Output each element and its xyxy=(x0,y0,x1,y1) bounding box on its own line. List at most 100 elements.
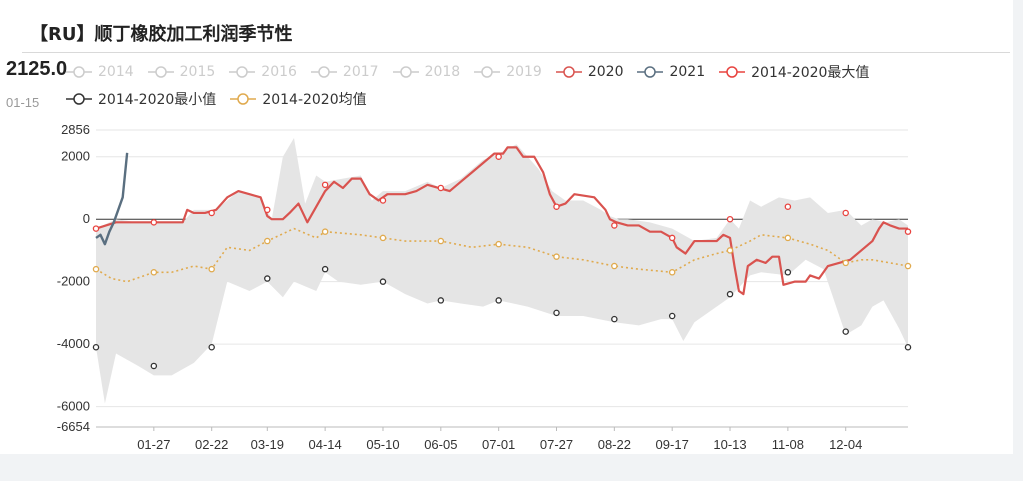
max-point xyxy=(321,181,329,189)
y-tick-label: -2000 xyxy=(57,274,90,289)
legend-row: 2014 2015 2016 2017 2018 2019 2020 2021 2014-202… xyxy=(66,58,966,85)
legend-label: 2014-2020最小值 xyxy=(98,91,217,108)
max-point xyxy=(726,215,734,223)
mean-point xyxy=(321,228,329,235)
mean-point xyxy=(92,265,100,273)
legend-marker-icon xyxy=(66,92,92,105)
max-point xyxy=(208,209,215,217)
max-point xyxy=(904,228,912,235)
min-point xyxy=(150,362,158,370)
legend-item-2021[interactable]: 2021 xyxy=(637,64,705,80)
x-tick-label: 10-13 xyxy=(713,437,746,452)
x-tick-label: 01-27 xyxy=(137,437,170,452)
legend-label: 2020 xyxy=(587,63,624,80)
max-point xyxy=(495,153,502,160)
y-tick-label: -6654 xyxy=(57,419,90,434)
series-line-mean xyxy=(95,227,909,283)
legend-label: 2014-2020均值 xyxy=(262,91,367,108)
y-tick-label: 2000 xyxy=(61,149,90,164)
legend-item-2014-2020最小值[interactable]: 2014-2020最小值 xyxy=(66,89,216,109)
legend-item-2020[interactable]: 2020 xyxy=(555,63,624,80)
min-point xyxy=(321,265,329,273)
value-readout: 2125.0 xyxy=(6,58,68,80)
legend-marker-icon xyxy=(66,65,92,78)
legend-item-2017[interactable]: 2017 xyxy=(310,63,379,80)
mean-point xyxy=(784,234,792,242)
max-point xyxy=(150,219,158,226)
y-tick-label: 0 xyxy=(83,211,90,226)
min-point xyxy=(208,343,215,351)
mean-point xyxy=(904,262,912,270)
legend-marker-icon xyxy=(229,65,256,78)
legend-row: 2014-2020最小值 2014-2020均值 xyxy=(66,85,966,112)
mean-point xyxy=(208,265,215,273)
mean-point xyxy=(264,237,271,245)
min-point xyxy=(264,275,271,282)
series-line-2021 xyxy=(95,152,129,246)
x-tick-label: 05-10 xyxy=(366,437,399,452)
min-point xyxy=(784,269,792,276)
max-point xyxy=(437,184,445,192)
title-divider xyxy=(22,52,1010,53)
min-point xyxy=(553,309,560,317)
mean-point xyxy=(611,262,618,270)
legend-label: 2018 xyxy=(424,63,461,80)
legend-item-2016[interactable]: 2016 xyxy=(229,64,297,80)
legend-marker-icon xyxy=(392,65,419,78)
y-tick-label: -4000 xyxy=(57,336,90,351)
x-tick-label: 03-19 xyxy=(251,437,284,452)
legend-item-2018[interactable]: 2018 xyxy=(392,63,461,80)
legend-item-2014[interactable]: 2014 xyxy=(66,64,134,80)
legend-label: 2016 xyxy=(261,63,297,80)
legend-label: 2014 xyxy=(98,63,134,80)
mean-point xyxy=(150,269,158,276)
legend-label: 2014-2020最大值 xyxy=(751,64,870,81)
x-tick-label: 11-08 xyxy=(772,437,804,452)
series-line-2020 xyxy=(95,146,908,296)
mean-point xyxy=(668,269,676,276)
mean-point xyxy=(495,240,502,248)
legend-marker-icon xyxy=(474,65,501,78)
legend-marker-icon xyxy=(719,65,746,78)
legend-item-2019[interactable]: 2019 xyxy=(474,64,542,80)
mean-point xyxy=(437,237,445,245)
legend-marker-icon xyxy=(230,92,257,105)
legend-label: 2015 xyxy=(179,63,216,80)
x-tick-label: 04-14 xyxy=(309,437,342,452)
legend-item-2015[interactable]: 2015 xyxy=(147,63,216,80)
x-tick-label: 02-22 xyxy=(195,437,228,452)
min-point xyxy=(495,297,502,304)
max-point xyxy=(784,203,792,210)
seasonality-chart: 2856 2000 0 -2000 -4000 -6000 -6654 01-27 02-22 0… xyxy=(57,122,912,452)
x-tick-label: 09-17 xyxy=(656,437,689,452)
legend-marker-icon xyxy=(310,65,337,78)
legend-label: 2017 xyxy=(342,63,379,80)
min-point xyxy=(379,278,387,285)
y-tick-label: -6000 xyxy=(57,399,90,414)
mean-point xyxy=(553,253,560,260)
mean-point xyxy=(842,259,849,267)
y-tick-label: 2856 xyxy=(61,122,90,137)
max-point xyxy=(553,203,560,210)
legend-label: 2021 xyxy=(669,63,706,80)
max-point xyxy=(668,234,676,242)
max-point xyxy=(92,225,100,232)
min-point xyxy=(611,315,618,323)
legend-label: 2019 xyxy=(506,63,542,80)
legend-item-2014-2020均值[interactable]: 2014-2020均值 xyxy=(230,89,367,109)
min-point xyxy=(437,297,445,304)
mean-point xyxy=(726,247,734,254)
x-tick-label: 07-01 xyxy=(482,437,515,452)
x-tick-label: 12-04 xyxy=(829,437,862,452)
min-point xyxy=(726,290,734,298)
min-point xyxy=(904,343,912,351)
page-title: 【RU】顺丁橡胶加工利润季节性 xyxy=(30,24,293,45)
legend-marker-icon xyxy=(637,65,664,78)
x-tick-label: 08-22 xyxy=(598,437,631,452)
max-point xyxy=(842,209,849,217)
max-point xyxy=(611,222,618,229)
legend-item-2014-2020最大值[interactable]: 2014-2020最大值 xyxy=(719,62,869,82)
date-readout: 01-15 xyxy=(6,95,40,110)
legend-marker-icon xyxy=(555,65,582,78)
chart-legend: 2014 2015 2016 2017 2018 2019 2020 2021 2014-202… xyxy=(66,58,966,112)
